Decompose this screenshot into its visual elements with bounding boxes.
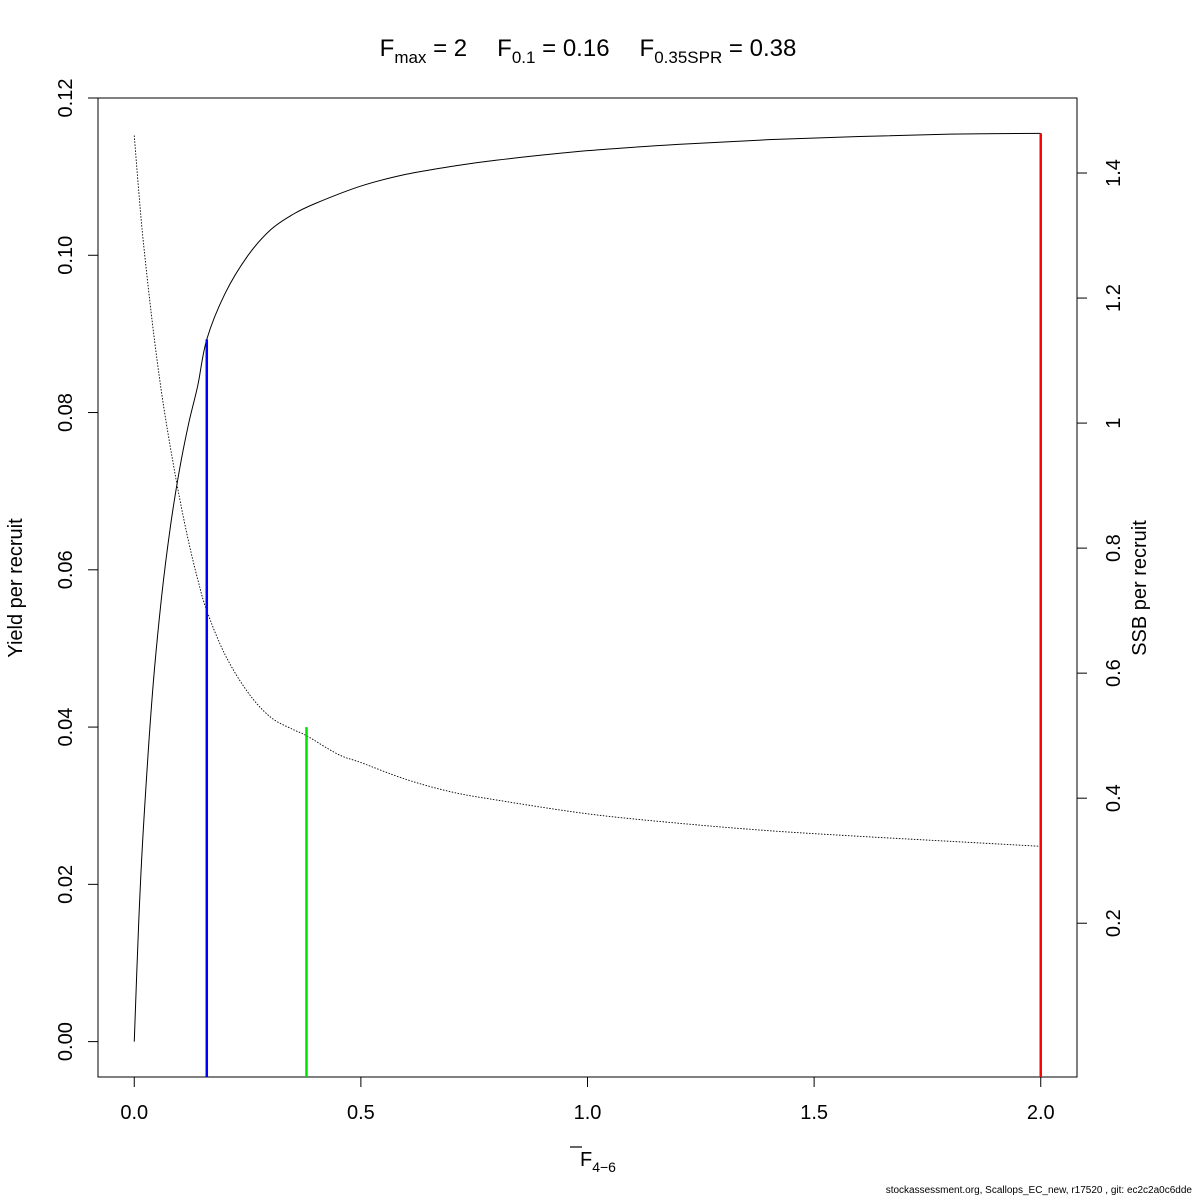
y-tick-label-right: 0.4 [1103,784,1125,812]
y-axis-left-label: Yield per recruit [5,518,27,658]
y-tick-label-left: 0.02 [55,865,77,904]
y-tick-label-left: 0.00 [55,1022,77,1061]
curves [133,132,1041,1042]
y-axis-right-label: SSB per recruit [1129,520,1151,656]
title-fmax-val: 2 [454,35,467,62]
title-fspr-val: 0.38 [750,35,797,62]
title-f01-val: 0.16 [563,35,610,62]
title-f01-sym: F [497,35,512,62]
x-axis-label-sym: F [580,1149,592,1171]
title-f01-eq: = [535,35,562,62]
footer-credit: stockassessment.org, Scallops_EC_new, r1… [885,1185,1192,1196]
y-tick-label-left: 0.12 [55,79,77,118]
y-tick-label-right: 0.8 [1103,534,1125,562]
x-tick-label: 0.0 [120,1102,148,1124]
y-tick-label-right: 0.2 [1103,909,1125,937]
x-tick-label: 2.0 [1027,1102,1055,1124]
ssb-per-recruit-line [133,135,1041,847]
title-fspr-eq: = [722,35,749,62]
y-tick-label-left: 0.04 [55,708,77,747]
y-tick-label-left: 0.10 [55,236,77,275]
title-f01-sub: 0.1 [512,48,536,67]
title-fmax-sub: max [394,48,427,67]
title-fspr-sym: F [640,35,655,62]
title-fmax-eq: = [426,35,453,62]
plot-frame [97,97,1078,1078]
y-tick-label-right: 1.4 [1103,159,1125,187]
title-fmax-sym: F [380,35,395,62]
reference-lines [205,133,1042,1077]
yield-per-recruit-line [133,132,1041,1042]
title-fspr-sub: 0.35SPR [654,48,722,67]
chart-title: Fmax = 2 F0.1 = 0.16 F0.35SPR = 0.38 [380,35,797,67]
y-tick-label-right: 1 [1103,418,1125,429]
x-tick-label: 0.5 [347,1102,375,1124]
x-tick-label: 1.0 [574,1102,602,1124]
y-tick-label-right: 1.2 [1103,284,1125,312]
y-tick-label-right: 0.6 [1103,659,1125,687]
axes: 0.0 0.5 1.0 1.5 2.0 0.00 0.02 0.04 0.06 0.08 0.10 0… [55,79,1125,1124]
y-tick-label-left: 0.06 [55,550,77,589]
x-axis-label: F4−6 [580,1149,616,1175]
y-tick-label-left: 0.08 [55,393,77,432]
x-axis-label-sub: 4−6 [592,1159,616,1175]
x-tick-label: 1.5 [800,1102,828,1124]
